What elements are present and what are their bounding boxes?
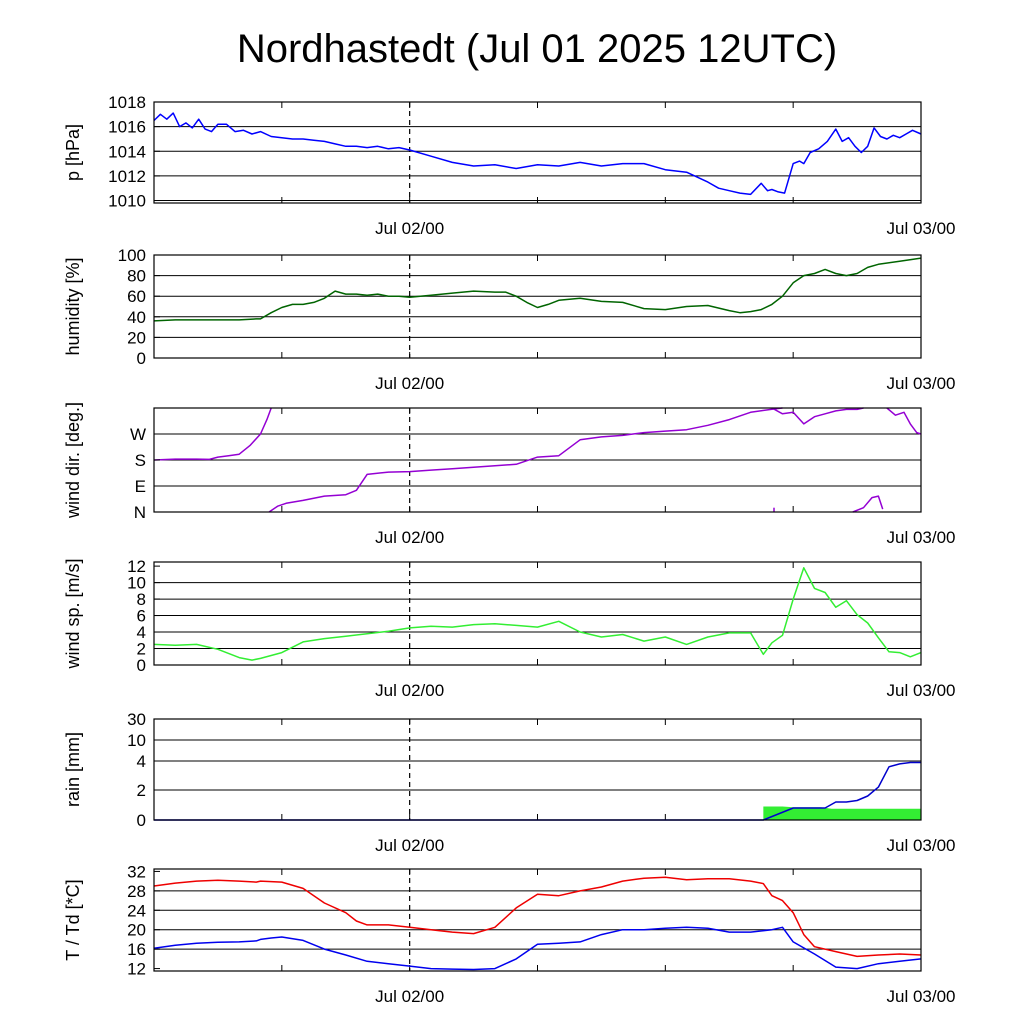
y-tick-label-humidity: 80 xyxy=(127,267,146,286)
y-axis-label-temperature: T / Td [*C] xyxy=(63,879,83,960)
series-line-humidity-0-0 xyxy=(153,257,922,322)
y-tick-label-temperature: 24 xyxy=(127,901,146,920)
x-tick-label-humidity: Jul 03/00 xyxy=(887,374,956,393)
y-tick-label-wind_speed: 2 xyxy=(137,640,146,659)
y-tick-label-wind_speed: 12 xyxy=(127,557,146,576)
y-tick-label-temperature: 32 xyxy=(127,862,146,881)
y-tick-label-humidity: 0 xyxy=(137,349,146,368)
series-line-pressure-0-0 xyxy=(153,112,922,196)
series-line-wind_dir-0-5 xyxy=(852,495,884,513)
series-line-wind_dir-0-2 xyxy=(771,407,864,425)
y-tick-label-wind_speed: 4 xyxy=(137,623,146,642)
plot-frame-pressure xyxy=(153,101,922,204)
y-axis-label-rain: rain [mm] xyxy=(63,732,83,807)
y-tick-label-humidity: 20 xyxy=(127,328,146,347)
chart-title: Nordhastedt (Jul 01 2025 12UTC) xyxy=(237,27,837,71)
y-tick-label-wind_dir: W xyxy=(130,425,146,444)
y-tick-label-pressure: 1014 xyxy=(108,142,146,161)
series-line-temperature-1-0 xyxy=(153,926,922,971)
x-tick-label-wind_dir: Jul 02/00 xyxy=(375,528,444,547)
y-tick-label-temperature: 28 xyxy=(127,882,146,901)
series-line-rain-0-0 xyxy=(154,761,921,821)
y-tick-label-pressure: 1010 xyxy=(108,192,146,211)
y-tick-label-wind_speed: 0 xyxy=(137,656,146,675)
y-tick-label-pressure: 1018 xyxy=(108,93,146,112)
x-tick-label-rain: Jul 03/00 xyxy=(887,836,956,855)
panel-pressure: 1010 1012 1014 1016 1018 Jul 02/00 Jul 03/00 p … xyxy=(63,93,956,238)
y-tick-label-rain: 0 xyxy=(137,811,146,830)
plot-frame-temperature xyxy=(153,868,922,972)
x-tick-label-wind_speed: Jul 02/00 xyxy=(375,681,444,700)
y-axis-label-humidity: humidity [%] xyxy=(63,257,83,355)
x-tick-label-temperature: Jul 03/00 xyxy=(887,987,956,1006)
y-tick-label-wind_speed: 10 xyxy=(127,574,146,593)
rain-rate-area xyxy=(763,806,921,820)
y-tick-label-wind_dir: N xyxy=(134,503,146,522)
series-line-wind_speed-0-0 xyxy=(153,567,922,661)
y-tick-label-wind_speed: 8 xyxy=(137,590,146,609)
panel-rain: 0 2 4 10 30 Jul 02/00 Jul 03/00 rain [mm] xyxy=(63,710,956,855)
x-tick-label-temperature: Jul 02/00 xyxy=(375,987,444,1006)
x-tick-label-rain: Jul 02/00 xyxy=(375,836,444,855)
plot-frame-rain xyxy=(153,718,922,821)
series-line-wind_dir-0-0 xyxy=(153,407,272,461)
x-tick-label-wind_dir: Jul 03/00 xyxy=(887,528,956,547)
y-tick-label-rain: 4 xyxy=(137,752,146,771)
y-axis-label-wind_speed: wind sp. [m/s] xyxy=(63,558,83,669)
y-tick-label-wind_dir: S xyxy=(135,451,146,470)
series-line-wind_dir-0-1 xyxy=(268,407,783,513)
y-tick-label-wind_dir: E xyxy=(135,477,146,496)
y-tick-label-temperature: 16 xyxy=(127,940,146,959)
y-axis-label-wind_dir: wind dir. [deg.] xyxy=(63,402,83,519)
y-axis-label-pressure: p [hPa] xyxy=(63,124,83,181)
y-tick-label-pressure: 1012 xyxy=(108,167,146,186)
y-tick-label-wind_speed: 6 xyxy=(137,607,146,626)
x-tick-label-humidity: Jul 02/00 xyxy=(375,374,444,393)
series-line-temperature-0-0 xyxy=(153,876,922,958)
y-tick-label-rain: 2 xyxy=(137,781,146,800)
x-tick-label-pressure: Jul 03/00 xyxy=(887,219,956,238)
x-tick-label-pressure: Jul 02/00 xyxy=(375,219,444,238)
x-tick-label-wind_speed: Jul 03/00 xyxy=(887,681,956,700)
plot-frame-wind_speed xyxy=(153,561,922,666)
y-tick-label-humidity: 40 xyxy=(127,308,146,327)
y-tick-label-humidity: 100 xyxy=(118,246,146,265)
y-tick-label-rain: 10 xyxy=(127,731,146,750)
y-tick-label-rain: 30 xyxy=(127,710,146,729)
series-line-wind_dir-0-3 xyxy=(886,407,922,435)
y-tick-label-temperature: 12 xyxy=(127,960,146,979)
plot-frame-humidity xyxy=(153,254,922,359)
y-tick-label-pressure: 1016 xyxy=(108,118,146,137)
y-tick-label-temperature: 20 xyxy=(127,921,146,940)
y-tick-label-humidity: 60 xyxy=(127,287,146,306)
